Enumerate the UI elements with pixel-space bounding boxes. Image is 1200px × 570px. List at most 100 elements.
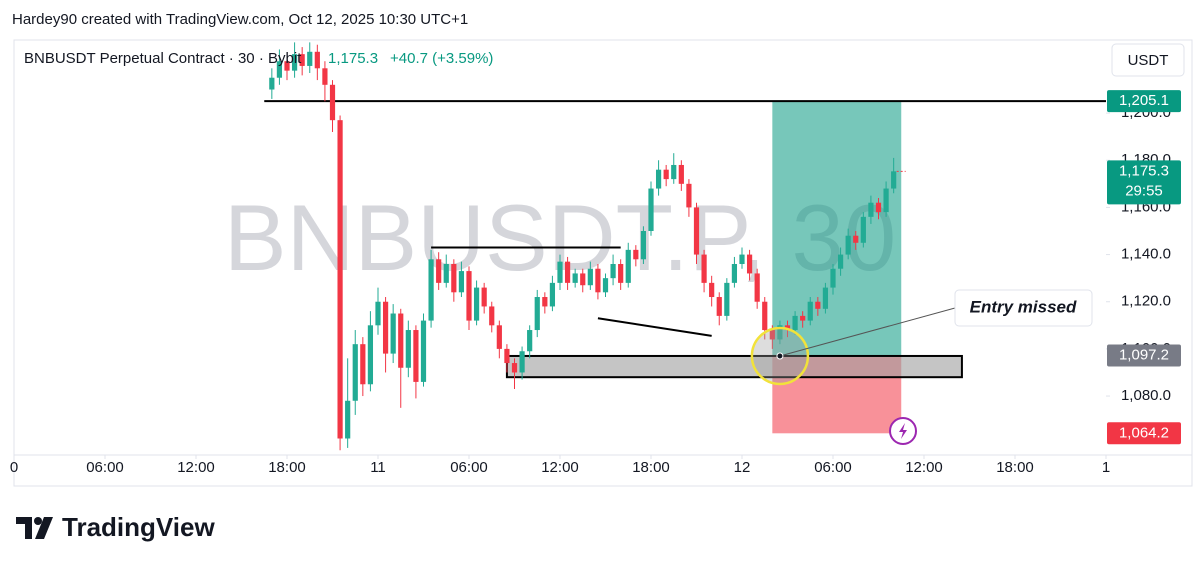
candle-body <box>807 301 813 321</box>
candle-body <box>709 282 715 298</box>
x-tick-label: 18:00 <box>632 459 670 476</box>
candle-body <box>466 271 472 321</box>
x-tick-label: 1 <box>1102 459 1110 476</box>
candle-body <box>678 164 684 184</box>
candle-body <box>883 188 889 213</box>
candle-body <box>655 169 662 189</box>
candle-body <box>595 268 601 293</box>
candle-body <box>549 282 556 307</box>
candle-body <box>754 273 760 302</box>
price-label-bg <box>1107 90 1181 113</box>
y-tick-label: 1,120.0 <box>1121 293 1171 310</box>
candle-body <box>329 84 336 121</box>
candle-body <box>769 330 775 340</box>
x-tick-label: 18:00 <box>996 459 1034 476</box>
candle-body <box>602 278 609 293</box>
candle-body <box>352 344 358 401</box>
legend-change: +40.7 (+3.59%) <box>390 50 493 67</box>
candle-body <box>701 254 707 283</box>
candle-body <box>830 268 836 288</box>
candle-body <box>367 325 374 385</box>
candle-body <box>686 183 692 208</box>
candle-body <box>489 306 495 326</box>
candle-body <box>671 164 677 180</box>
brand-logo: TradingView <box>16 512 215 542</box>
candle-body <box>534 297 540 331</box>
plot: BNBUSDT.P, 30 <box>224 42 1106 451</box>
candle-body <box>496 325 502 349</box>
candle-body <box>739 254 745 265</box>
candle-body <box>428 259 434 321</box>
candle-body <box>633 249 639 260</box>
currency-button[interactable] <box>1111 43 1185 77</box>
candle-body <box>413 330 419 382</box>
candle-body <box>390 313 396 354</box>
candle-body <box>420 320 427 382</box>
candle-body <box>724 282 730 316</box>
candle-body <box>800 315 806 321</box>
price-label-bg <box>1107 422 1181 445</box>
price-label: 1,205.1 <box>1119 92 1169 109</box>
x-tick-label: 18:00 <box>268 459 306 476</box>
candle-body <box>299 54 305 66</box>
callout-box <box>954 289 1093 327</box>
x-tick-label: 06:00 <box>450 459 488 476</box>
candle-body <box>436 259 442 283</box>
candle-body <box>451 264 457 293</box>
candle-body <box>663 169 669 180</box>
candle-body <box>527 330 533 352</box>
candle-body <box>853 235 859 243</box>
candle-body <box>868 202 874 217</box>
candle-body <box>640 230 647 260</box>
candle-body <box>731 264 738 283</box>
candle-body <box>322 68 328 85</box>
credit: Hardey90 created with TradingView.com, O… <box>12 11 468 28</box>
currency: USDT <box>1128 52 1169 69</box>
countdown: 29:55 <box>1125 182 1163 199</box>
candle-body <box>762 301 768 331</box>
candle-body <box>314 51 320 69</box>
last-price-bg <box>1107 160 1181 205</box>
candle-body <box>610 264 616 279</box>
candle-body <box>291 54 298 71</box>
candle-body <box>891 171 897 189</box>
x-tick-label: 12:00 <box>905 459 943 476</box>
legend-price: 1,175.3 <box>328 50 378 67</box>
y-tick-label: 1,140.0 <box>1121 246 1171 263</box>
trend-line <box>597 317 712 337</box>
candle-body <box>519 351 525 373</box>
price-label-bg <box>1107 344 1181 367</box>
candle-body <box>307 51 313 66</box>
candle-body <box>269 77 275 90</box>
candle-body <box>382 301 389 354</box>
candle-body <box>625 249 631 283</box>
candle-body <box>777 325 783 340</box>
price-label: 1,097.2 <box>1119 346 1169 363</box>
candle-body <box>784 325 791 331</box>
candle-body <box>375 301 381 326</box>
candle-body <box>564 261 571 283</box>
x-tick-label: 06:00 <box>86 459 124 476</box>
candle-body <box>875 202 882 213</box>
candle-body <box>443 264 449 283</box>
candle-body <box>276 61 283 78</box>
candle-body <box>648 188 654 231</box>
candle-body <box>284 61 290 71</box>
candle-body <box>458 271 465 293</box>
callout-point <box>776 352 784 360</box>
candle-body <box>557 261 563 283</box>
candle-body <box>618 264 624 283</box>
candle-body <box>481 287 487 307</box>
candle-body <box>580 273 586 286</box>
alert-bolt <box>899 423 907 439</box>
price-label: 1,064.2 <box>1119 424 1169 441</box>
x-tick-label: 12:00 <box>541 459 579 476</box>
candle-body <box>542 297 548 307</box>
legend-title: BNBUSDT Perpetual Contract · 30 · Bybit <box>24 50 302 67</box>
y-tick-label: 1,080.0 <box>1121 387 1171 404</box>
x-tick-label: 06:00 <box>814 459 852 476</box>
last-price-label: 1,175.3 <box>1119 162 1169 179</box>
callout-line <box>779 307 956 357</box>
candle-body <box>473 287 480 321</box>
